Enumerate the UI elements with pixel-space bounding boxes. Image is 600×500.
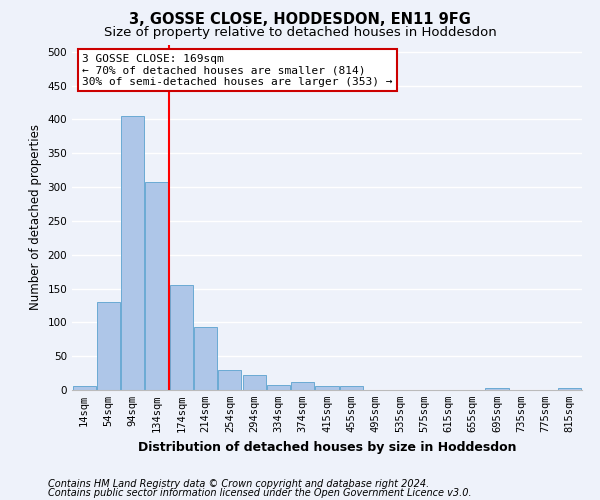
Bar (242, 375, 266, 390)
Text: 3, GOSSE CLOSE, HODDESDON, EN11 9FG: 3, GOSSE CLOSE, HODDESDON, EN11 9FG (129, 12, 471, 28)
Text: 3 GOSSE CLOSE: 169sqm
← 70% of detached houses are smaller (814)
30% of semi-det: 3 GOSSE CLOSE: 169sqm ← 70% of detached … (82, 54, 392, 87)
Bar (121, 116, 144, 390)
Text: Contains public sector information licensed under the Open Government Licence v3: Contains public sector information licen… (48, 488, 472, 498)
Bar (316, 386, 338, 390)
Bar (170, 285, 193, 390)
Bar (340, 386, 363, 390)
Bar (485, 388, 509, 390)
Text: Contains HM Land Registry data © Crown copyright and database right 2024.: Contains HM Land Registry data © Crown c… (48, 479, 429, 489)
Bar (291, 382, 314, 390)
Bar (559, 388, 581, 390)
Bar (194, 327, 217, 390)
Text: Size of property relative to detached houses in Hoddesdon: Size of property relative to detached ho… (104, 26, 496, 39)
Bar (218, 370, 241, 390)
Y-axis label: Number of detached properties: Number of detached properties (29, 124, 42, 310)
Bar (145, 182, 169, 390)
Bar (267, 384, 290, 390)
Bar (73, 386, 95, 390)
X-axis label: Distribution of detached houses by size in Hoddesdon: Distribution of detached houses by size … (138, 440, 516, 454)
Bar (97, 302, 120, 390)
